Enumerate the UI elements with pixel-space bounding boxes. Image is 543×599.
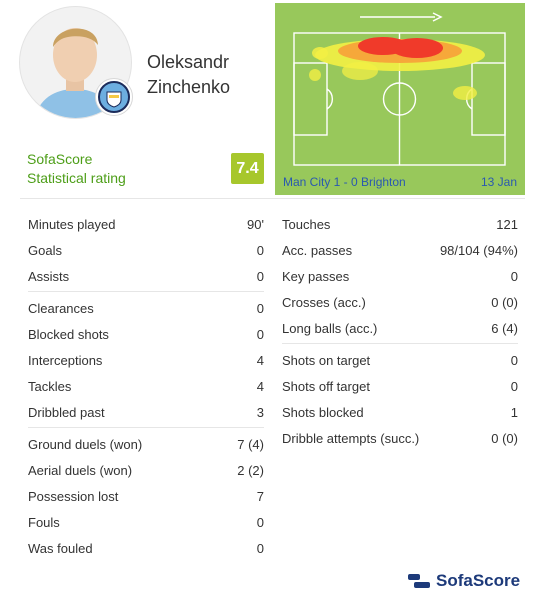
stat-label: Shots on target <box>282 352 371 368</box>
rating-label: SofaScore Statistical rating <box>27 150 126 188</box>
stat-row: Aerial duels (won) 2 (2) <box>28 457 264 483</box>
stat-row: Tackles 4 <box>28 373 264 399</box>
stat-label: Shots blocked <box>282 404 364 420</box>
stat-value: 0 <box>510 352 518 368</box>
player-name: Oleksandr Zinchenko <box>147 50 267 100</box>
stat-row: Shots on target 0 <box>282 347 518 373</box>
stat-label: Long balls (acc.) <box>282 320 378 336</box>
stat-label: Key passes <box>282 268 350 284</box>
stat-label: Minutes played <box>28 216 116 232</box>
rating-badge: 7.4 <box>231 153 264 184</box>
player-last-name: Zinchenko <box>147 77 231 97</box>
stat-row: Minutes played 90' <box>28 211 264 237</box>
stat-value: 4 <box>256 352 264 368</box>
divider <box>20 198 525 199</box>
stat-row: Clearances 0 <box>28 295 264 321</box>
stats-group: Clearances 0 Blocked shots 0 Interceptions 4 T… <box>28 295 264 428</box>
stats-group: Minutes played 90' Goals 0 Assists 0 <box>28 211 264 292</box>
stat-label: Goals <box>28 242 62 258</box>
stat-row: Ground duels (won) 7 (4) <box>28 431 264 457</box>
stat-row: Possession lost 7 <box>28 483 264 509</box>
stat-row: Dribbled past 3 <box>28 399 264 425</box>
stat-row: Key passes 0 <box>282 263 518 289</box>
stat-row: Crosses (acc.) 0 (0) <box>282 289 518 315</box>
match-info-bar: Man City 1 - 0 Brighton 13 Jan <box>275 169 525 195</box>
stat-row: Blocked shots 0 <box>28 321 264 347</box>
stat-row: Assists 0 <box>28 263 264 289</box>
stat-value: 6 (4) <box>491 320 518 336</box>
stat-label: Fouls <box>28 514 60 530</box>
stats-group: Shots on target 0 Shots off target 0 Shots b… <box>282 347 518 453</box>
stat-value: 4 <box>256 378 264 394</box>
stat-row: Acc. passes 98/104 (94%) <box>282 237 518 263</box>
stat-value: 7 (4) <box>237 436 264 452</box>
stat-label: Acc. passes <box>282 242 353 258</box>
stat-value: 1 <box>510 404 518 420</box>
stat-row: Dribble attempts (succ.) 0 (0) <box>282 425 518 451</box>
stat-value: 0 <box>256 242 264 258</box>
arrow-right-icon <box>432 12 443 22</box>
stat-value: 0 <box>256 300 264 316</box>
stats-group: Ground duels (won) 7 (4) Aerial duels (won… <box>28 431 264 563</box>
stat-value: 0 <box>256 540 264 556</box>
right-stats-column: Touches 121 Acc. passes 98/104 (94%) Key pas… <box>282 211 518 456</box>
stat-value: 121 <box>496 216 518 232</box>
rating-label-text: Statistical rating <box>27 170 126 186</box>
stat-value: 98/104 (94%) <box>439 242 518 258</box>
stat-row: Goals 0 <box>28 237 264 263</box>
stat-row: Shots blocked 1 <box>282 399 518 425</box>
player-first-name: Oleksandr <box>147 52 230 72</box>
stat-value: 0 <box>256 326 264 342</box>
stat-label: Aerial duels (won) <box>28 462 133 478</box>
stat-value: 0 (0) <box>491 294 518 310</box>
stat-value: 3 <box>256 404 264 420</box>
stat-label: Assists <box>28 268 70 284</box>
stat-value: 2 (2) <box>237 462 264 478</box>
left-stats-column: Minutes played 90' Goals 0 Assists 0 Clearance… <box>28 211 264 566</box>
stat-label: Ground duels (won) <box>28 436 143 452</box>
stat-label: Dribbled past <box>28 404 105 420</box>
stat-value: 0 (0) <box>491 430 518 446</box>
sofascore-logo[interactable]: SofaScore <box>408 571 520 591</box>
stat-label: Clearances <box>28 300 94 316</box>
brand-name: SofaScore <box>436 571 521 590</box>
heatmap-panel: Man City 1 - 0 Brighton 13 Jan <box>275 3 525 195</box>
stats-group: Touches 121 Acc. passes 98/104 (94%) Key pas… <box>282 211 518 344</box>
stat-label: Tackles <box>28 378 72 394</box>
stat-label: Crosses (acc.) <box>282 294 366 310</box>
man-city-crest-icon <box>95 78 133 116</box>
stat-label: Shots off target <box>282 378 370 394</box>
stat-row: Fouls 0 <box>28 509 264 535</box>
stat-label: Possession lost <box>28 488 119 504</box>
stat-value: 0 <box>256 514 264 530</box>
stat-row: Shots off target 0 <box>282 373 518 399</box>
stat-value: 0 <box>510 378 518 394</box>
sofascore-logo-icon <box>408 574 430 588</box>
stat-row: Long balls (acc.) 6 (4) <box>282 315 518 341</box>
stat-label: Dribble attempts (succ.) <box>282 430 420 446</box>
heatmap-pitch <box>275 3 525 169</box>
stat-label: Was fouled <box>28 540 93 556</box>
stat-label: Interceptions <box>28 352 103 368</box>
rating-label-brand: SofaScore <box>27 151 93 167</box>
stat-row: Was fouled 0 <box>28 535 264 561</box>
stat-label: Touches <box>282 216 331 232</box>
stat-value: 0 <box>510 268 518 284</box>
stat-label: Blocked shots <box>28 326 109 342</box>
stat-value: 90' <box>247 216 264 232</box>
stat-row: Interceptions 4 <box>28 347 264 373</box>
stat-value: 7 <box>256 488 264 504</box>
match-score[interactable]: Man City 1 - 0 Brighton <box>283 175 406 189</box>
match-date: 13 Jan <box>480 175 517 189</box>
stat-row: Touches 121 <box>282 211 518 237</box>
stat-value: 0 <box>256 268 264 284</box>
